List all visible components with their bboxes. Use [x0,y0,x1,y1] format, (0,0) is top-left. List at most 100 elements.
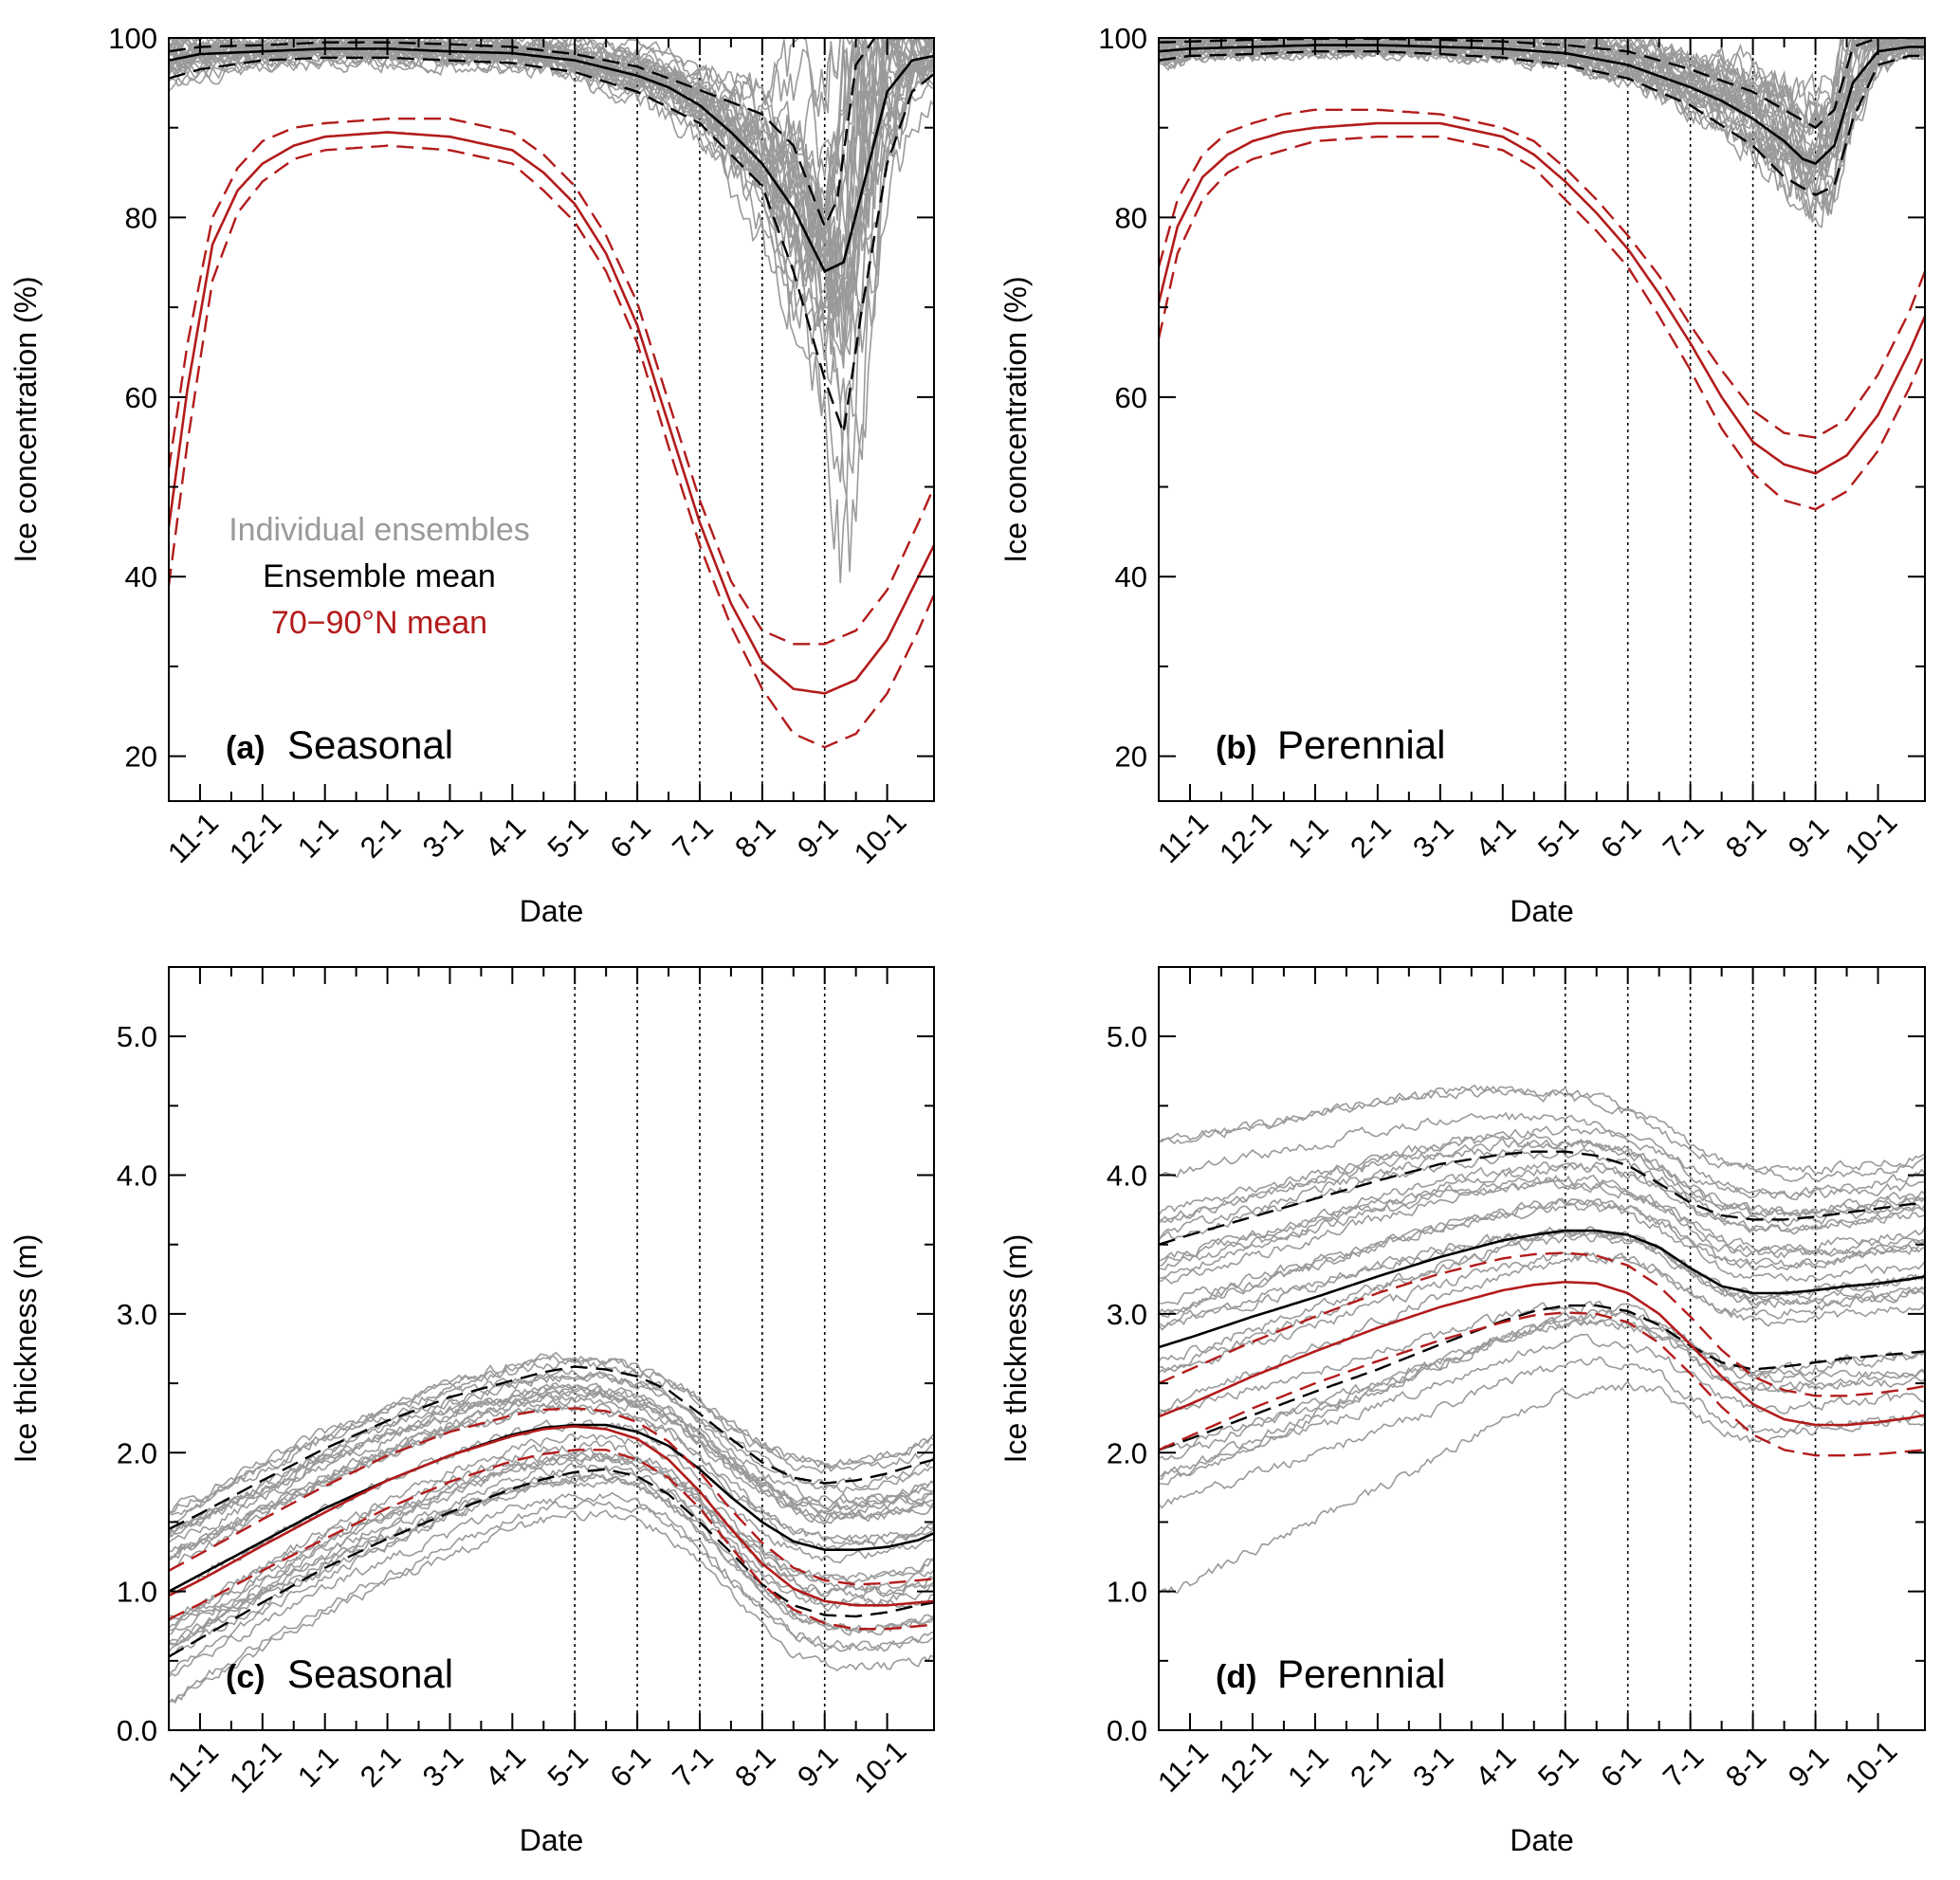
y-axis-label: Ice thickness (m) [9,1234,43,1464]
ensemble-member-line [169,1454,934,1636]
ensemble-member-line [169,1440,934,1620]
y-tick-label: 1.0 [117,1576,157,1609]
ensemble-member-line [1159,1251,1925,1374]
y-tick-label: 2.0 [1107,1436,1147,1469]
y-tick-label: 3.0 [117,1298,157,1331]
y-tick-label: 40 [125,560,157,593]
ensemble-member-line [169,1404,934,1559]
y-tick-label: 100 [108,22,157,55]
ensemble-member-line [1159,1318,1925,1452]
series-region-mean [1159,121,1925,475]
y-tick-label: 3.0 [1107,1298,1147,1331]
series-ensemble-mean [1159,44,1925,166]
ensemble-member-line [169,1383,934,1544]
y-tick-label: 4.0 [1107,1159,1147,1193]
y-axis-label: Ice concentration (%) [9,276,43,562]
ensemble-member-line [1159,1229,1925,1331]
series-region-mean-upper [1159,1251,1925,1397]
ensemble-member-line [1159,1333,1925,1478]
series-region-mean [169,1425,934,1607]
ensemble-member-line [169,1433,934,1622]
y-tick-label: 20 [125,740,157,774]
series-ensemble-mean-upper [1159,38,1925,130]
ensemble-member-line [169,1381,934,1538]
ensemble-member-line [169,1453,934,1632]
series-ensemble-mean [169,1423,934,1593]
ensemble-member-line [169,38,934,229]
ensemble-member-line [1159,1137,1925,1224]
ensemble-member-line [1159,38,1925,183]
x-axis-label: Date [520,894,584,928]
panel-name: Seasonal [287,722,453,767]
y-tick-label: 5.0 [117,1020,157,1053]
series-ensemble-mean-upper [1159,1150,1925,1246]
y-tick-label: 100 [1098,22,1147,55]
ensemble-member-line [169,1351,934,1515]
ensemble-member-line [1159,1111,1925,1199]
plot-area [1159,38,1925,801]
ensemble-member-line [1159,38,1925,138]
series-region-mean-lower [169,144,934,749]
series-region-mean [1159,1280,1925,1427]
plot-frame [168,966,935,1731]
y-tick-label: 0.0 [1107,1714,1147,1747]
ensemble-member-line [1159,1124,1925,1224]
ensemble-member-line [1159,1251,1925,1414]
ensemble-member-line [169,1491,934,1678]
y-tick-label: 4.0 [117,1159,157,1193]
ensemble-member-line [169,1389,934,1562]
y-tick-label: 80 [1115,201,1147,234]
ensemble-member-line [169,1385,934,1539]
x-axis-label: Date [520,1823,584,1857]
plot-area [169,967,934,1730]
y-tick-label: 80 [125,201,157,234]
legend: Individual ensembles Ensemble mean 70−90… [229,512,530,641]
panel-name: Perennial [1277,722,1445,767]
series-ensemble-mean-lower [169,56,934,434]
ensemble-member-line [169,1370,934,1535]
legend-ensemble-mean: Ensemble mean [263,558,496,594]
legend-individual-ensembles: Individual ensembles [229,512,530,548]
plot-frame [1158,37,1926,802]
ensemble-member-line [1159,1178,1925,1270]
y-tick-label: 20 [1115,740,1147,774]
series-ensemble-mean-lower [169,1468,934,1658]
ensemble-member-line [1159,1356,1925,1509]
ensemble-member-line [1159,1161,1925,1267]
series-ensemble-mean [1159,1229,1925,1349]
series-region-mean-lower [1159,135,1925,511]
y-tick-label: 5.0 [1107,1020,1147,1053]
series-region-mean [169,131,934,695]
ensemble-member-line [169,1355,934,1516]
ensemble-member-line [1159,40,1925,197]
ensemble-member-line [1159,1084,1925,1176]
ensemble-member-line [1159,1197,1925,1315]
x-axis-label: Date [1510,1823,1574,1857]
ensemble-member-line [169,38,934,241]
ensemble-member-line [1159,1088,1925,1183]
y-tick-label: 60 [125,381,157,414]
panel-letter: (d) [1216,1659,1256,1695]
ensemble-member-line [169,1509,934,1705]
panel-name: Perennial [1277,1652,1445,1696]
y-tick-label: 0.0 [117,1714,157,1747]
plot-frame [1158,966,1926,1731]
ensemble-member-line [1159,1133,1925,1218]
ensemble-member-line [1159,1202,1925,1305]
panel-letter: (b) [1216,730,1256,766]
panel-name: Seasonal [287,1652,453,1696]
ensemble-member-line [169,1473,934,1652]
ensemble-member-line [1159,1162,1925,1280]
series-ensemble-mean-upper [169,1365,934,1530]
ensemble-member-line [1159,1139,1925,1239]
series-region-mean-lower [1159,1311,1925,1457]
panel-letter: (a) [226,730,266,766]
ensemble-member-line [1159,1308,1925,1486]
y-tick-label: 60 [1115,381,1147,414]
ensemble-member-line [1159,42,1925,220]
series-ensemble-mean-lower [1159,50,1925,197]
series-region-mean-upper [1159,108,1925,439]
series-region-mean-upper [169,1407,934,1586]
